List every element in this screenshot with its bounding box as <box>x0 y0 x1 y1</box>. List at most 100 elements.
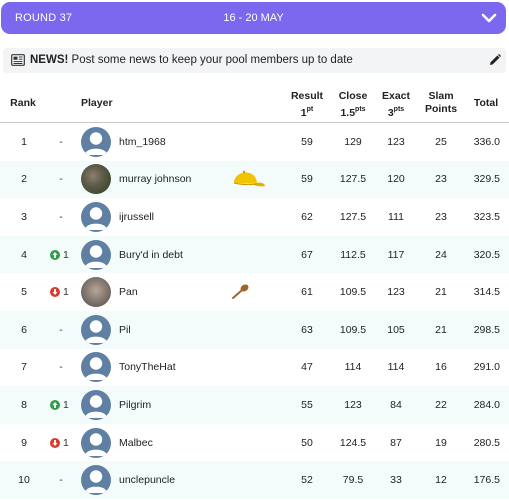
player-name[interactable]: murray johnson <box>119 173 192 186</box>
player-name[interactable]: Bury'd in debt <box>119 248 183 261</box>
close-cell: 127.5 <box>339 173 367 186</box>
total-cell: 291.0 <box>473 361 500 374</box>
avatar[interactable] <box>81 277 111 308</box>
avatar[interactable] <box>81 427 111 458</box>
exact-cell: 114 <box>387 361 405 374</box>
header-rank[interactable]: Rank <box>10 97 36 109</box>
news-message: NEWS! Post some news to keep your pool m… <box>30 54 353 66</box>
move-none: - <box>59 474 63 487</box>
result-cell: 47 <box>301 361 313 374</box>
rank-cell: 4 <box>21 248 27 261</box>
header-player[interactable]: Player <box>81 97 113 109</box>
close-cell: 127.5 <box>339 210 367 223</box>
rank-cell: 6 <box>21 323 27 336</box>
header-result-label: Result <box>290 90 324 102</box>
slam-points-cell: 25 <box>435 135 447 148</box>
rank-cell: 10 <box>18 474 30 487</box>
header-divider <box>0 122 509 123</box>
exact-cell: 111 <box>388 210 404 223</box>
chevron-down-icon[interactable] <box>480 9 498 27</box>
rank-change: - <box>50 173 72 185</box>
close-cell: 112.5 <box>340 248 366 261</box>
total-cell: 284.0 <box>473 398 500 411</box>
wooden-spoon-icon <box>230 280 266 304</box>
move-count: 1 <box>63 286 69 299</box>
player-name[interactable]: htm_1968 <box>119 135 166 148</box>
header-close-unit: pts <box>355 106 366 113</box>
slam-points-cell: 21 <box>435 286 447 299</box>
result-cell: 59 <box>301 135 313 148</box>
move-count: 1 <box>63 248 69 261</box>
rank-cell: 5 <box>21 286 27 299</box>
close-cell: 109.5 <box>339 286 367 299</box>
avatar[interactable] <box>81 314 111 345</box>
header-exact-unit: pts <box>393 106 405 113</box>
header-result[interactable]: Result 1pt <box>287 90 327 120</box>
arrow-up-icon <box>50 249 60 260</box>
rank-cell: 1 <box>21 135 27 148</box>
close-cell: 123 <box>344 398 362 411</box>
total-cell: 329.5 <box>473 173 500 186</box>
player-name[interactable]: TonyTheHat <box>119 361 176 374</box>
player-name[interactable]: unclepuncle <box>119 474 176 487</box>
header-close-points: 1.5 <box>340 107 356 119</box>
header-exact-label: Exact <box>381 90 411 102</box>
move-none: - <box>59 135 63 148</box>
table-row[interactable]: 4 1 Bury'd in debt 67 112.5 117 24 320.5 <box>0 235 509 274</box>
avatar[interactable] <box>81 389 111 420</box>
table-row[interactable]: 10 - unclepuncle 52 79.5 33 12 176.5 <box>0 461 509 499</box>
table-row[interactable]: 2 - murray johnson 59 127.5 120 23 329.5 <box>0 160 509 199</box>
slam-points-cell: 21 <box>435 323 447 336</box>
exact-cell: 84 <box>390 398 402 411</box>
exact-cell: 117 <box>387 248 405 261</box>
table-row[interactable]: 1 - htm_1968 59 129 123 25 336.0 <box>0 123 509 161</box>
header-points-label: Points <box>424 103 458 115</box>
table-row[interactable]: 7 - TonyTheHat 47 114 114 16 291.0 <box>0 349 509 387</box>
player-name[interactable]: ijrussell <box>119 210 155 223</box>
table-row[interactable]: 3 - ijrussell 62 127.5 111 23 323.5 <box>0 198 509 236</box>
result-cell: 62 <box>301 210 313 223</box>
header-close-label: Close <box>338 90 368 102</box>
rank-cell: 8 <box>21 398 27 411</box>
avatar[interactable] <box>81 201 111 232</box>
arrow-up-icon <box>50 399 60 410</box>
header-close[interactable]: Close 1.5pts <box>333 90 373 120</box>
avatar[interactable] <box>81 352 111 383</box>
move-none: - <box>59 361 63 374</box>
pencil-icon[interactable] <box>489 54 501 66</box>
slam-points-cell: 16 <box>435 361 447 374</box>
table-row[interactable]: 9 1 Malbec 50 124.5 87 19 280.5 <box>0 424 509 462</box>
close-cell: 114 <box>344 361 362 374</box>
player-name[interactable]: Malbec <box>119 436 153 449</box>
table-row[interactable]: 8 1 Pilgrim 55 123 84 22 284.0 <box>0 386 509 424</box>
rank-cell: 9 <box>21 436 27 449</box>
table-row[interactable]: 5 1 Pan 61 109.5 123 21 314.5 <box>0 273 509 311</box>
header-exact[interactable]: Exact 3pts <box>376 90 416 120</box>
header-slam-points[interactable]: Slam Points <box>421 90 461 116</box>
exact-cell: 105 <box>387 323 405 336</box>
header-total[interactable]: Total <box>473 97 499 109</box>
exact-cell: 87 <box>390 436 402 449</box>
round-selector[interactable]: ROUND 37 16 - 20 MAY <box>1 2 506 34</box>
rank-change: 1 <box>50 286 72 298</box>
table-row[interactable]: 6 - Pil 63 109.5 105 21 298.5 <box>0 311 509 349</box>
close-cell: 109.5 <box>339 323 367 336</box>
player-name[interactable]: Pan <box>119 286 138 299</box>
total-cell: 280.5 <box>473 436 500 449</box>
exact-cell: 120 <box>387 173 405 186</box>
header-result-points: 1 <box>300 107 307 119</box>
avatar[interactable] <box>81 239 111 270</box>
slam-points-cell: 24 <box>435 248 447 261</box>
rank-change: 1 <box>50 437 72 449</box>
player-name[interactable]: Pil <box>119 323 131 336</box>
header-result-unit: pt <box>306 106 314 113</box>
player-name[interactable]: Pilgrim <box>119 398 152 411</box>
exact-cell: 33 <box>390 474 402 487</box>
close-cell: 124.5 <box>339 436 367 449</box>
total-cell: 176.5 <box>473 474 500 487</box>
round-label: ROUND 37 <box>15 12 73 24</box>
avatar[interactable] <box>81 465 111 496</box>
result-cell: 63 <box>301 323 313 336</box>
avatar[interactable] <box>81 164 111 195</box>
avatar[interactable] <box>81 126 111 157</box>
